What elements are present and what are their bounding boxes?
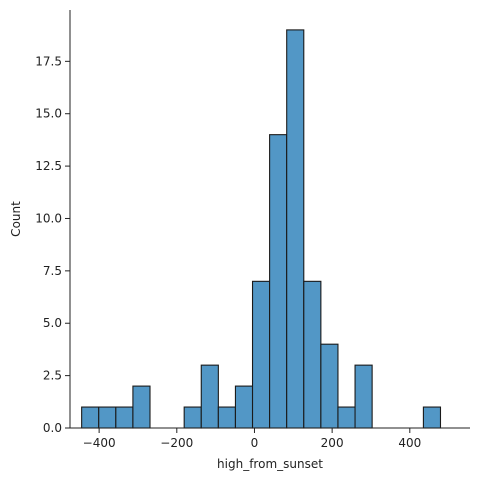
histogram-bar <box>217 406 236 429</box>
histogram-bar <box>81 406 100 429</box>
histogram-bars <box>81 29 442 429</box>
y-tick-label: 5.0 <box>43 316 62 330</box>
histogram-bar <box>354 364 373 429</box>
y-tick-label: 2.5 <box>43 369 62 383</box>
y-tick-label: 15.0 <box>35 107 62 121</box>
histogram-bar <box>251 280 271 429</box>
histogram-bar <box>183 406 202 429</box>
y-tick-label: 7.5 <box>43 264 62 278</box>
x-tick-label: 200 <box>321 436 344 450</box>
histogram-bar <box>234 385 254 429</box>
x-axis-label: high_from_sunset <box>217 457 323 471</box>
histogram-bar <box>115 406 134 429</box>
histogram-bar <box>337 406 356 429</box>
x-tick-label: −400 <box>83 436 116 450</box>
y-tick-label: 10.0 <box>35 211 62 225</box>
histogram-bar <box>320 343 339 429</box>
y-axis-label: Count <box>9 201 23 237</box>
y-tick-label: 0.0 <box>43 421 62 435</box>
x-axis-ticks: −400 −200 0 200 400 <box>83 428 421 450</box>
histogram-bar <box>303 280 322 429</box>
histogram-bar <box>422 406 442 429</box>
x-tick-label: 0 <box>251 436 259 450</box>
y-axis-ticks: 0.0 2.5 5.0 7.5 10.0 12.5 15.0 17.5 <box>35 54 70 435</box>
y-tick-label: 17.5 <box>35 54 62 68</box>
histogram-bar <box>98 406 117 429</box>
x-tick-label: 400 <box>398 436 421 450</box>
x-tick-label: −200 <box>160 436 193 450</box>
y-tick-label: 12.5 <box>35 159 62 173</box>
histogram-bar <box>269 134 288 429</box>
histogram-bar <box>286 29 305 429</box>
histogram-bar <box>132 385 151 429</box>
histogram-bar <box>200 364 219 429</box>
